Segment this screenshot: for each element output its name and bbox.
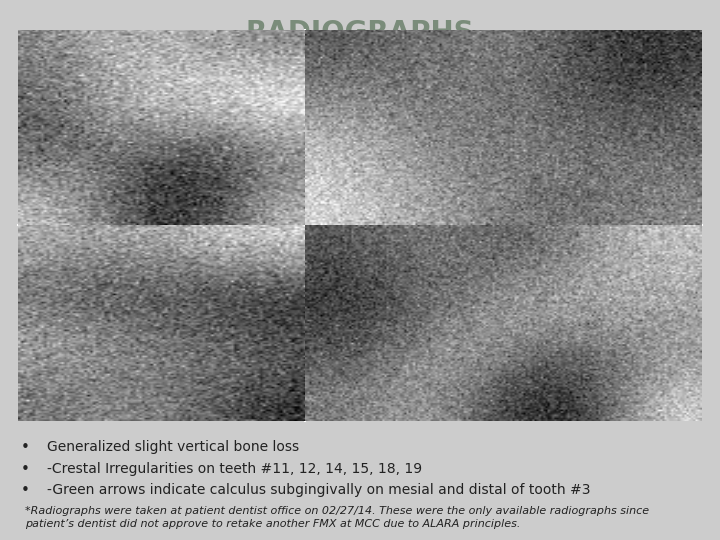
Text: -Green arrows indicate calculus subgingivally on mesial and distal of tooth #3: -Green arrows indicate calculus subgingi… [47, 483, 590, 497]
Text: •: • [21, 483, 30, 498]
Text: RADIOGRAPHS: RADIOGRAPHS [246, 19, 474, 47]
Text: •: • [21, 462, 30, 477]
Text: •: • [21, 440, 30, 455]
Text: Generalized slight vertical bone loss: Generalized slight vertical bone loss [47, 440, 299, 454]
Text: *Radiographs were taken at patient dentist office on 02/27/14. These were the on: *Radiographs were taken at patient denti… [25, 506, 649, 529]
Text: -Crestal Irregularities on teeth #11, 12, 14, 15, 18, 19: -Crestal Irregularities on teeth #11, 12… [47, 462, 422, 476]
